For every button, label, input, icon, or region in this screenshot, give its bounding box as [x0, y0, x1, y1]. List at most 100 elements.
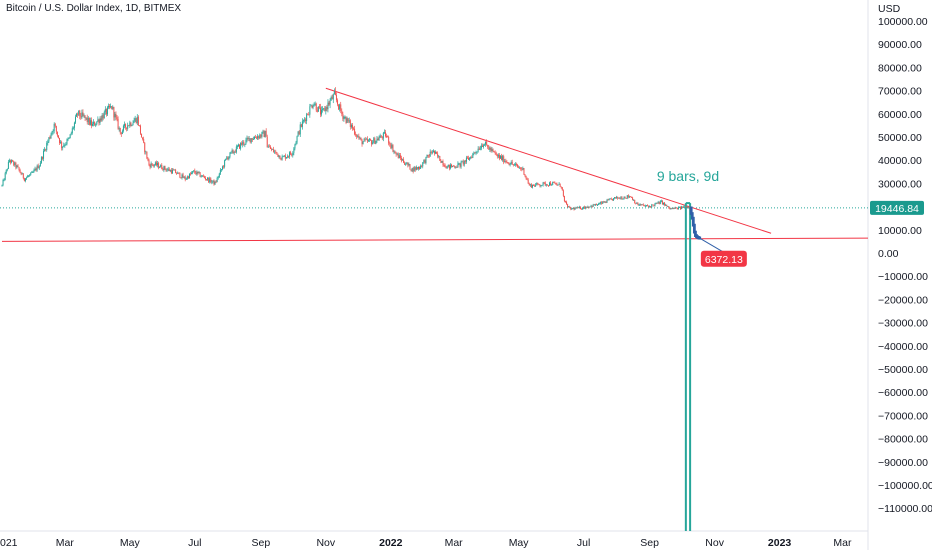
candle-body — [380, 135, 382, 138]
candle-body — [84, 115, 86, 118]
candle-body — [348, 120, 350, 122]
candle-body — [657, 201, 659, 204]
candle-body — [106, 107, 108, 115]
candle-body — [258, 136, 260, 139]
candle-body — [647, 205, 649, 207]
candle-body — [470, 157, 472, 158]
candle-body — [152, 164, 154, 166]
candle-body — [18, 167, 20, 171]
x-tick-label: May — [509, 537, 530, 549]
candle-body — [420, 165, 422, 169]
candle-body — [533, 184, 535, 186]
candle-body — [373, 138, 375, 143]
candle-body — [615, 197, 617, 199]
candle-body — [368, 139, 370, 141]
candle-body — [33, 169, 35, 173]
candle-body — [170, 169, 172, 174]
candle-body — [59, 138, 61, 143]
candle-body — [381, 137, 383, 139]
candle-body — [544, 182, 546, 186]
candle-body — [411, 168, 413, 171]
candle-body — [545, 184, 547, 186]
candle-body — [416, 167, 418, 169]
candle-body — [176, 173, 178, 174]
candle-body — [562, 190, 564, 196]
candle-body — [438, 155, 440, 157]
candle-body — [387, 136, 389, 138]
trendline — [325, 87, 772, 234]
candle-body — [523, 167, 525, 175]
x-tick-label: Sep — [251, 537, 270, 549]
candle-body — [531, 184, 533, 188]
candle-body — [280, 159, 282, 160]
candle-body — [468, 158, 470, 160]
candle-body — [60, 141, 62, 143]
candle-body — [245, 139, 247, 144]
candle-body — [191, 172, 193, 175]
candle-body — [382, 132, 384, 139]
candle-body — [422, 162, 424, 167]
candle-body — [675, 207, 677, 209]
candle-body — [476, 151, 478, 153]
candle-body — [144, 142, 146, 153]
candle-body — [330, 97, 332, 101]
candle-body — [428, 155, 430, 157]
candle-body — [346, 118, 348, 123]
target-price-badge — [700, 250, 747, 267]
candle-body — [145, 151, 147, 153]
candle-body — [6, 168, 8, 170]
candle-body — [448, 164, 450, 169]
candle-body — [79, 110, 81, 117]
candle-body — [117, 119, 119, 129]
candle-body — [164, 166, 166, 170]
candle-body — [639, 204, 641, 206]
candle-body — [572, 208, 574, 209]
candle-body — [383, 132, 385, 133]
candle-body — [188, 173, 190, 179]
candle-body — [662, 202, 664, 205]
projection-bar — [692, 223, 696, 234]
candle-body — [50, 134, 52, 139]
candle-body — [57, 135, 59, 139]
candle-body — [295, 142, 297, 145]
candle-body — [494, 152, 496, 154]
current-price-label: 19446.84 — [875, 203, 919, 215]
candle-body — [367, 140, 369, 142]
candle-body — [502, 156, 504, 161]
candle-body — [15, 162, 17, 168]
candle-body — [636, 203, 638, 204]
candle-body — [631, 196, 633, 198]
bars-count-annotation: 9 bars, 9d — [657, 168, 719, 184]
x-tick-label: Nov — [316, 537, 335, 549]
candle-body — [149, 164, 151, 168]
candle-body — [49, 137, 51, 139]
candle-body — [28, 175, 30, 177]
candle-body — [190, 173, 192, 175]
candle-body — [449, 164, 451, 169]
candle-body — [34, 168, 36, 170]
candle-body — [605, 201, 607, 203]
y-tick-label: 10000.00 — [878, 225, 922, 237]
candle-body — [603, 201, 605, 203]
candle-body — [517, 164, 519, 167]
candle-body — [53, 123, 55, 131]
candle-body — [551, 184, 553, 186]
candle-body — [634, 199, 636, 204]
candle-body — [490, 147, 492, 151]
candle-body — [65, 143, 67, 145]
candle-body — [241, 143, 243, 145]
candle-body — [251, 138, 253, 140]
candle-body — [61, 141, 63, 149]
candle-body — [577, 207, 579, 208]
candle-body — [465, 157, 467, 162]
candle-body — [503, 156, 505, 163]
candle-body — [563, 195, 565, 202]
candle-body — [86, 117, 88, 123]
candle-body — [618, 197, 620, 199]
candle-body — [619, 197, 621, 199]
candle-body — [585, 207, 587, 209]
candle-body — [445, 167, 447, 169]
